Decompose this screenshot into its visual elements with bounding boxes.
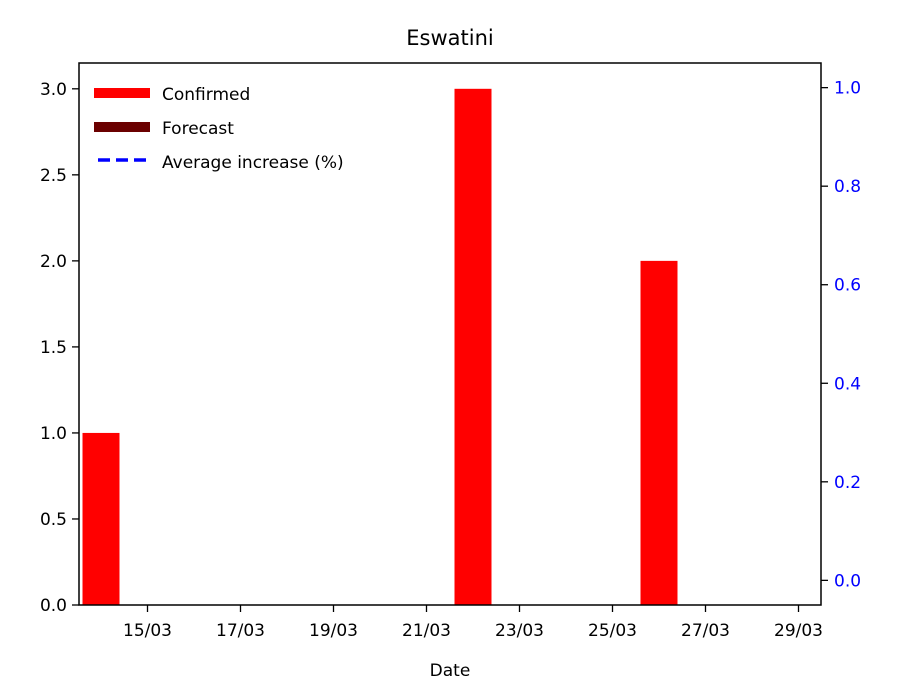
y-tick-label: 2.0 (40, 252, 67, 272)
y2-tick-label: 0.6 (834, 276, 861, 296)
legend-label-confirmed: Confirmed (162, 85, 250, 105)
y-tick-label: 3.0 (40, 80, 67, 100)
x-axis: 15/03 17/03 19/03 21/03 23/03 25/03 27/03 29/03 (123, 605, 823, 641)
chart-title: Eswatini (406, 26, 493, 50)
bar-confirmed (82, 432, 120, 605)
x-tick-label: 19/03 (309, 621, 358, 641)
y-axis-left: 0.0 0.5 1.0 1.5 2.0 2.5 3.0 (40, 80, 79, 616)
x-tick-label: 15/03 (123, 621, 172, 641)
x-tick-label: 29/03 (774, 621, 823, 641)
y2-tick-label: 0.0 (834, 571, 861, 591)
plot-frame (78, 62, 822, 606)
y2-tick-label: 1.0 (834, 79, 861, 99)
y-tick-label: 0.0 (40, 596, 67, 616)
y2-tick-label: 0.8 (834, 177, 861, 197)
bar-confirmed (640, 260, 678, 605)
y2-tick-label: 0.2 (834, 473, 861, 493)
x-axis-label: Date (430, 661, 471, 681)
legend: Confirmed Forecast Average increase (%) (94, 85, 344, 173)
legend-label-average-increase: Average increase (%) (162, 153, 344, 173)
bars-layer (82, 88, 678, 606)
y-tick-label: 1.5 (40, 338, 67, 358)
x-tick-label: 23/03 (495, 621, 544, 641)
y-tick-label: 2.5 (40, 166, 67, 186)
x-tick-label: 21/03 (402, 621, 451, 641)
x-tick-label: 17/03 (216, 621, 265, 641)
bar-confirmed (454, 88, 492, 606)
x-tick-label: 27/03 (681, 621, 730, 641)
y-axis-right: 0.0 0.2 0.4 0.6 0.8 1.0 (821, 79, 861, 591)
x-tick-label: 25/03 (588, 621, 637, 641)
y-tick-label: 0.5 (40, 510, 67, 530)
legend-label-forecast: Forecast (162, 119, 234, 139)
y-tick-label: 1.0 (40, 424, 67, 444)
y2-tick-label: 0.4 (834, 374, 861, 394)
